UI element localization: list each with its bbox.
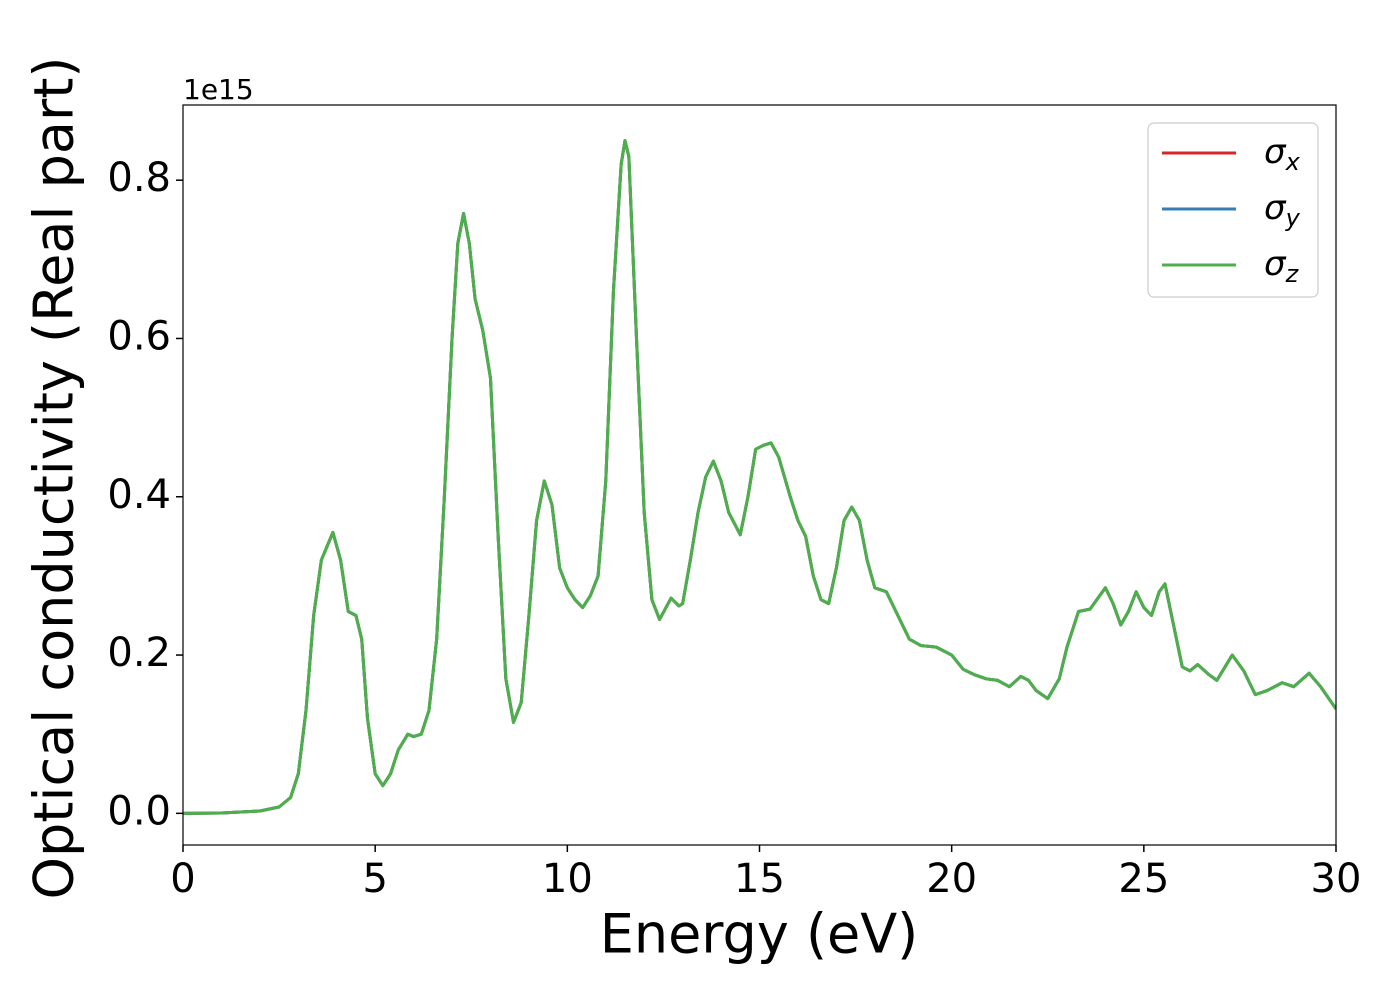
x-tick-label: 30 [1311, 856, 1362, 902]
y-tick-label: 0.6 [107, 313, 171, 359]
x-tick-label: 15 [734, 856, 785, 902]
x-tick-label: 10 [542, 856, 593, 902]
series-line [183, 139, 1336, 815]
y-offset-label: 1e15 [183, 73, 254, 106]
x-tick-label: 5 [362, 856, 387, 902]
y-tick-label: 0.0 [107, 788, 171, 834]
y-tick-label: 0.2 [107, 630, 171, 676]
plot-frame [182, 104, 1337, 846]
y-tick-label: 0.4 [107, 472, 171, 518]
x-tick-label: 0 [170, 856, 195, 902]
legend-label: σz [1264, 244, 1300, 289]
x-tick-label: 25 [1118, 856, 1169, 902]
x-tick-label: 20 [926, 856, 977, 902]
y-tick-label: 0.8 [107, 155, 171, 201]
x-axis-label: Energy (eV) [600, 903, 919, 966]
y-axis-label: Optical conductivity (Real part) [23, 57, 86, 900]
legend-label: σx [1264, 132, 1301, 177]
legend-label: σy [1264, 188, 1301, 233]
